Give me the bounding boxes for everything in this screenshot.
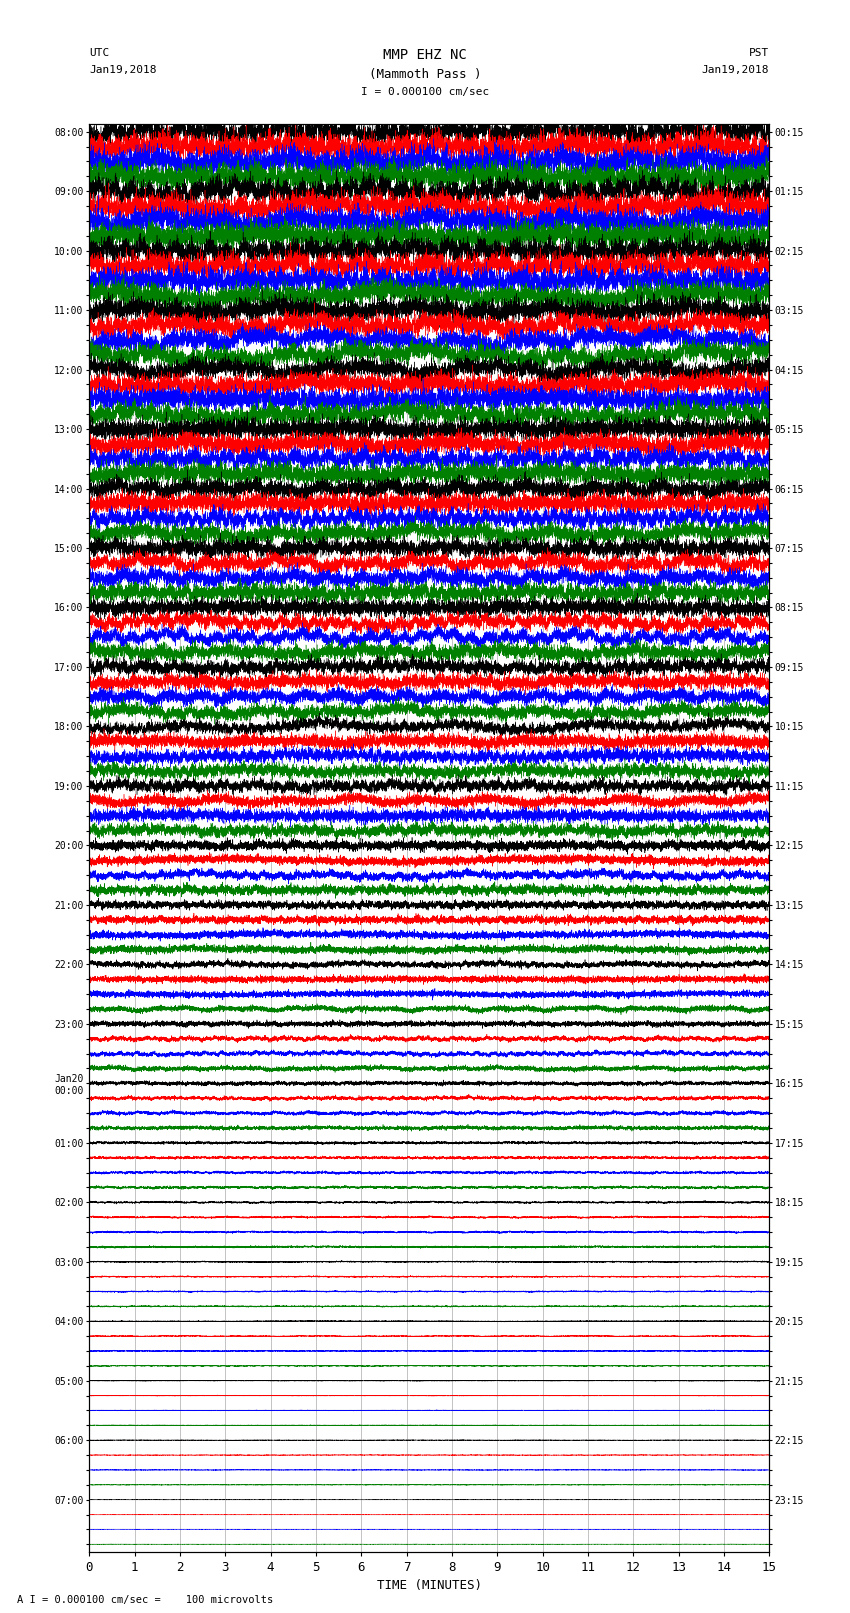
Text: (Mammoth Pass ): (Mammoth Pass ) bbox=[369, 68, 481, 81]
Text: PST: PST bbox=[749, 48, 769, 58]
Text: MMP EHZ NC: MMP EHZ NC bbox=[383, 48, 467, 63]
Text: A I = 0.000100 cm/sec =    100 microvolts: A I = 0.000100 cm/sec = 100 microvolts bbox=[17, 1595, 273, 1605]
Text: UTC: UTC bbox=[89, 48, 110, 58]
Text: Jan19,2018: Jan19,2018 bbox=[702, 65, 769, 74]
Text: Jan19,2018: Jan19,2018 bbox=[89, 65, 156, 74]
Text: I = 0.000100 cm/sec: I = 0.000100 cm/sec bbox=[361, 87, 489, 97]
X-axis label: TIME (MINUTES): TIME (MINUTES) bbox=[377, 1579, 482, 1592]
